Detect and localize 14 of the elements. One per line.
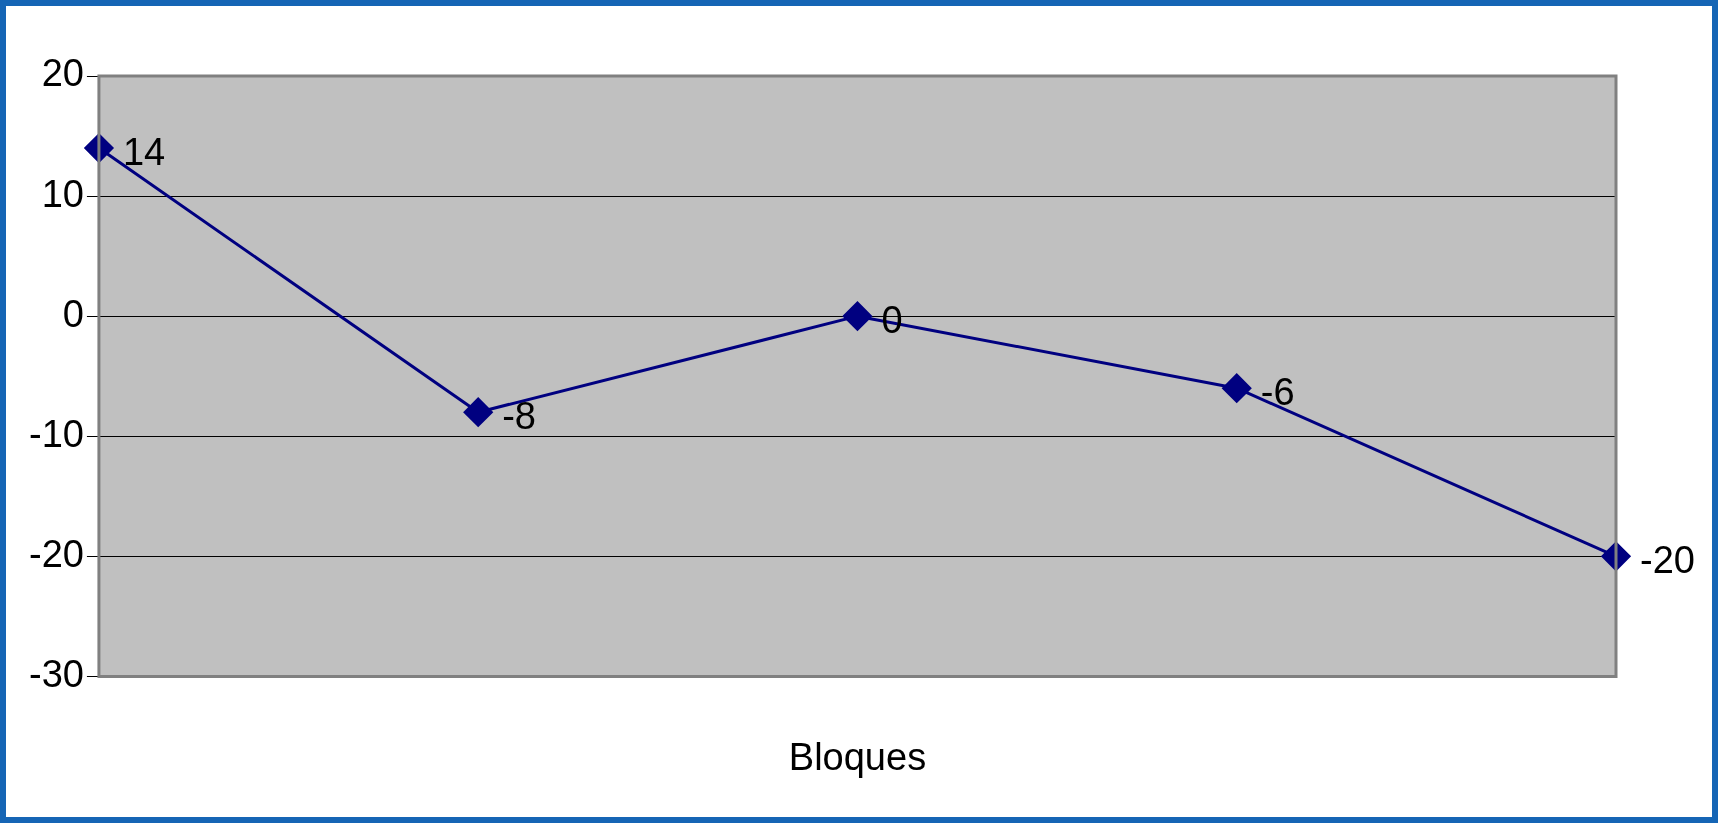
point: [1222, 373, 1252, 403]
y-tick-label: 10: [41, 172, 84, 215]
data-label: -8: [502, 394, 536, 437]
point: [842, 301, 872, 331]
data-label: -20: [1640, 538, 1695, 581]
data-label: -6: [1260, 370, 1295, 413]
y-tick-label: -30: [29, 652, 84, 695]
y-tick-label: 20: [41, 52, 84, 95]
y-tick-label: -10: [29, 412, 84, 455]
data-label: 14: [122, 130, 166, 173]
x-axis-title: Bloques: [788, 735, 927, 778]
y-tick-label: -20: [29, 532, 84, 575]
y-tick-label: 0: [62, 292, 84, 335]
point: [463, 397, 493, 427]
